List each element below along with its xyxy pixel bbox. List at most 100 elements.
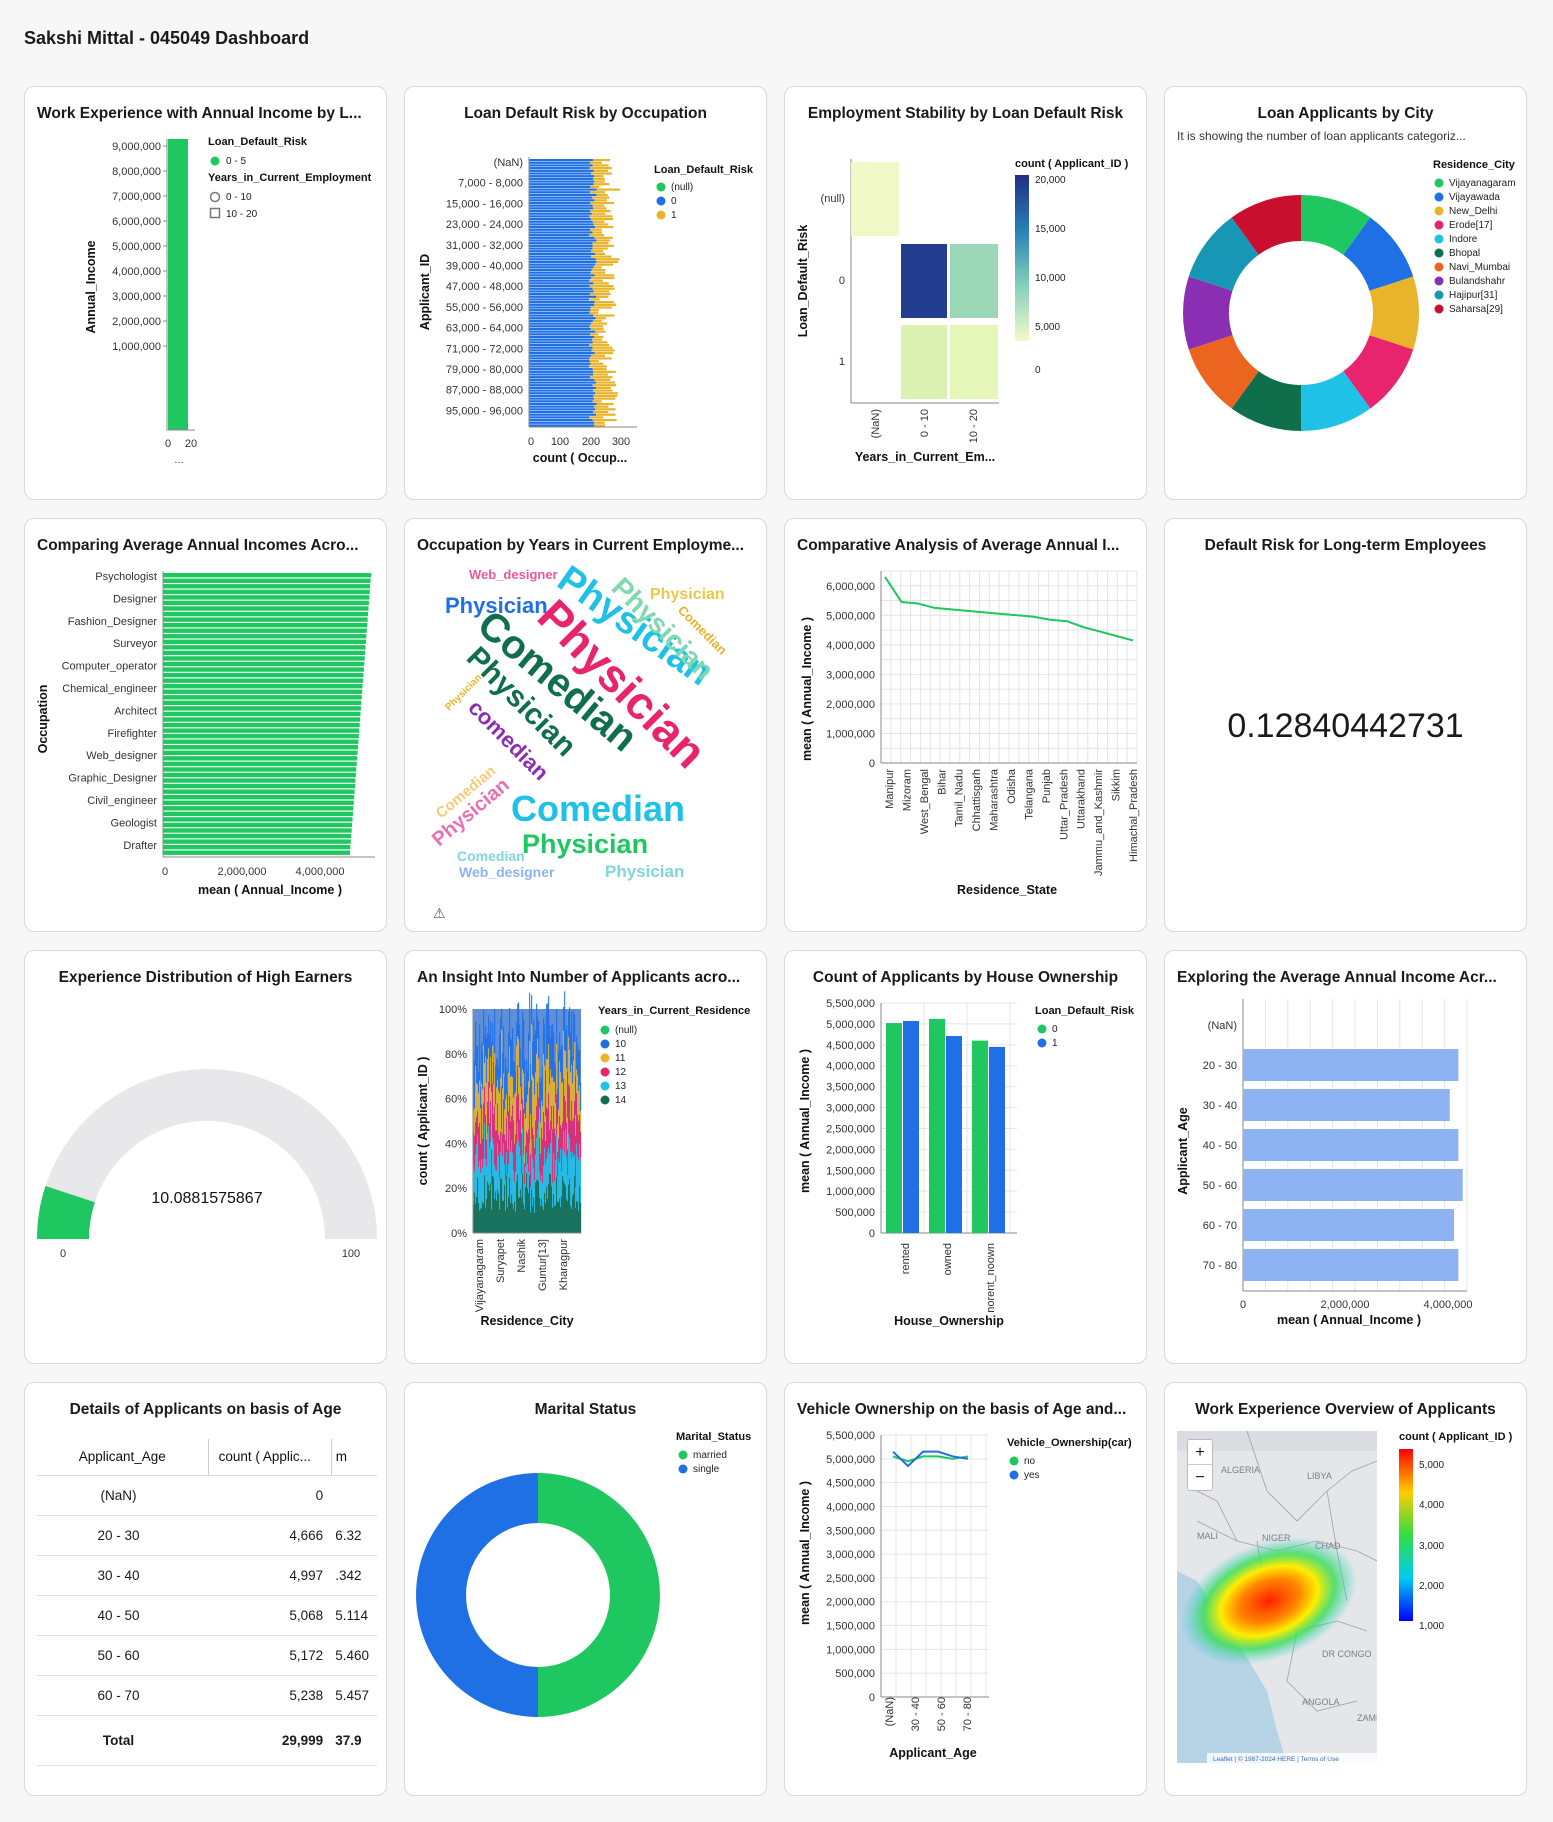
area-band xyxy=(529,1175,531,1233)
bar xyxy=(593,370,616,373)
word: Comedian xyxy=(457,848,525,864)
area-band xyxy=(568,1036,570,1085)
area-band xyxy=(522,1173,524,1233)
zoom-in-button[interactable]: + xyxy=(1188,1440,1212,1465)
bar xyxy=(594,421,605,424)
card-avg-income-occupation[interactable]: Comparing Average Annual Incomes Acro...… xyxy=(24,518,387,932)
column-header[interactable]: Applicant_Age xyxy=(37,1439,209,1476)
warning-icon[interactable]: ⚠ xyxy=(433,905,446,921)
legend-tick: 3,000 xyxy=(1419,1541,1444,1552)
gauge-fill xyxy=(37,1186,95,1239)
bar xyxy=(595,226,614,229)
bar xyxy=(163,667,364,672)
card-wordcloud[interactable]: Occupation by Years in Current Employme.… xyxy=(404,518,767,932)
bar xyxy=(163,706,361,711)
area-band xyxy=(550,1069,552,1121)
area-band xyxy=(512,1105,514,1153)
legend-item: Hajipur[31] xyxy=(1449,290,1498,301)
y-tick: 55,000 - 56,000 xyxy=(446,302,523,314)
bar xyxy=(529,164,593,167)
zoom-out-button[interactable]: − xyxy=(1195,1469,1205,1486)
area-band xyxy=(532,1159,534,1206)
bar xyxy=(590,309,599,312)
card-title: Work Experience Overview of Applicants xyxy=(1195,1401,1496,1418)
bar xyxy=(592,400,602,403)
area-band xyxy=(509,1096,511,1131)
card-experience-gauge[interactable]: Experience Distribution of High Earners … xyxy=(24,950,387,1364)
area-band xyxy=(484,1034,486,1064)
column-header[interactable]: m xyxy=(331,1439,377,1476)
area-band xyxy=(474,1108,476,1136)
legend-item: yes xyxy=(1024,1470,1040,1481)
table-cell: 0 xyxy=(208,1475,332,1516)
legend-title: count ( Applicant_ID ) xyxy=(1399,1431,1513,1443)
bar xyxy=(591,250,603,253)
bar xyxy=(163,622,368,628)
area-band xyxy=(486,1198,488,1233)
area-band xyxy=(487,1181,489,1233)
bar xyxy=(589,343,610,347)
bar xyxy=(590,327,604,331)
legend-tick: 10,000 xyxy=(1035,273,1066,284)
card-income-by-state[interactable]: Comparative Analysis of Average Annual I… xyxy=(784,518,1147,932)
area-band xyxy=(553,1032,555,1082)
y-tick: 40 - 50 xyxy=(1203,1140,1237,1152)
area-band xyxy=(473,1052,475,1111)
card-work-experience-income[interactable]: Work Experience with Annual Income by L.… xyxy=(24,86,387,500)
bar xyxy=(594,199,607,202)
bar xyxy=(595,258,620,261)
area-band xyxy=(491,1041,493,1092)
bar xyxy=(529,244,593,247)
card-loan-default-occupation[interactable]: Loan Default Risk by Occupation (NaN) 7,0… xyxy=(404,86,767,500)
area-band xyxy=(518,1002,520,1039)
card-default-risk-kpi[interactable]: Default Risk for Long-term Employees 0.1… xyxy=(1164,518,1527,932)
area-band xyxy=(483,1045,485,1104)
area-band xyxy=(561,1128,563,1172)
card-marital-status[interactable]: Marital Status Marital_Status married si… xyxy=(404,1382,767,1796)
table-cell: 37.9 xyxy=(331,1715,377,1766)
bar xyxy=(529,258,596,261)
table-cell: 5.457 xyxy=(331,1675,377,1716)
legend-item: married xyxy=(693,1450,727,1461)
x-tick: Odisha xyxy=(1006,768,1018,804)
card-applicants-by-residence[interactable]: An Insight Into Number of Applicants acr… xyxy=(404,950,767,1364)
area-band xyxy=(510,1202,512,1233)
y-tick: 3,500,000 xyxy=(826,1082,875,1094)
legend-item: 0 - 10 xyxy=(226,192,252,203)
bar xyxy=(529,341,593,344)
bar xyxy=(1243,1089,1450,1121)
card-income-by-age[interactable]: Exploring the Average Annual Income Acr.… xyxy=(1164,950,1527,1364)
area-band xyxy=(569,1086,571,1139)
bar xyxy=(590,362,604,365)
legend-item: 1 xyxy=(1052,1038,1058,1049)
bar xyxy=(592,368,607,371)
area-band xyxy=(538,1058,540,1098)
column-header[interactable]: count ( Applic... xyxy=(207,1439,332,1476)
area-band xyxy=(509,1130,511,1178)
area-band xyxy=(484,1175,486,1233)
card-age-details-table[interactable]: Details of Applicants on basis of Age Ap… xyxy=(24,1382,387,1796)
table-cell: 5,238 xyxy=(208,1675,332,1716)
area-band xyxy=(557,1201,559,1233)
bar xyxy=(529,284,590,288)
area-band xyxy=(502,1088,504,1134)
card-house-ownership[interactable]: Count of Applicants by House Ownership 5… xyxy=(784,950,1147,1364)
bar xyxy=(592,164,609,167)
map[interactable]: ALGERIA LIBYA MALI NIGER CHAD DR CONGO A… xyxy=(1177,1431,1377,1763)
bar xyxy=(529,193,597,197)
area-band xyxy=(551,1129,553,1187)
y-tick: 2,000,000 xyxy=(826,1597,875,1609)
zoom-control[interactable]: + − xyxy=(1187,1439,1213,1491)
area-band xyxy=(521,1197,523,1233)
area-band xyxy=(537,1129,539,1180)
card-employment-stability[interactable]: Employment Stability by Loan Default Ris… xyxy=(784,86,1147,500)
bar xyxy=(595,317,607,320)
area-band xyxy=(473,1204,475,1233)
area-band xyxy=(517,1065,519,1123)
card-applicants-by-city[interactable]: Loan Applicants by City It is showing th… xyxy=(1164,86,1527,500)
card-work-experience-map[interactable]: Work Experience Overview of Applicants xyxy=(1164,1382,1527,1796)
legend-item: New_Delhi xyxy=(1449,206,1497,217)
card-vehicle-ownership[interactable]: Vehicle Ownership on the basis of Age an… xyxy=(784,1382,1147,1796)
x-tick: 70 - 80 xyxy=(962,1697,974,1731)
legend-item: 0 xyxy=(671,196,677,207)
